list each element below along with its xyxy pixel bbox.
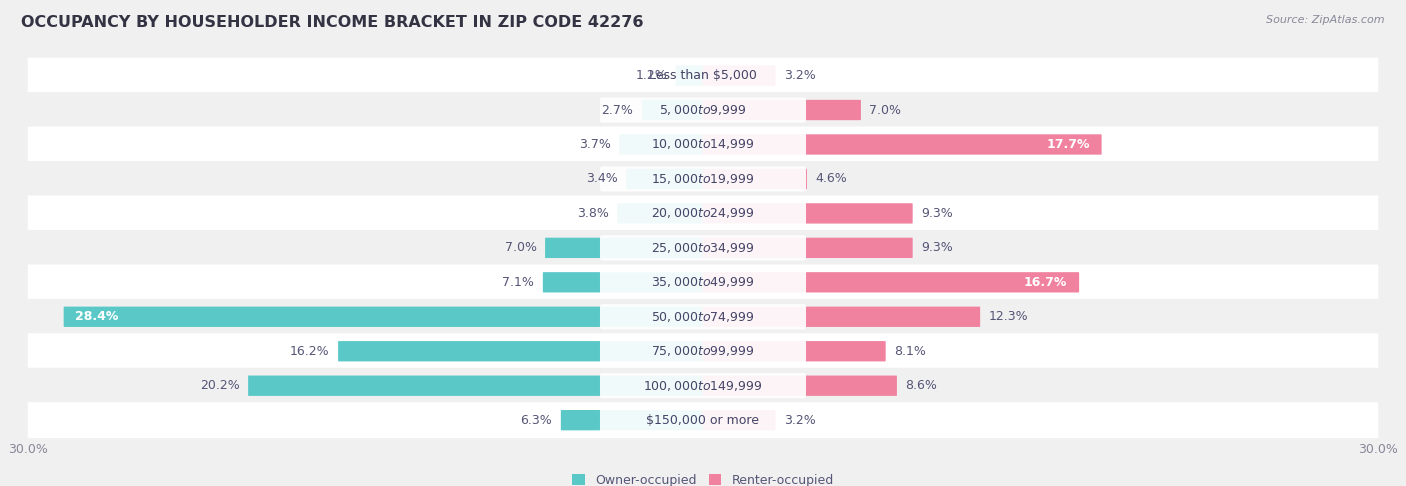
Text: $100,000 to $149,999: $100,000 to $149,999 [644,379,762,393]
Text: $15,000 to $19,999: $15,000 to $19,999 [651,172,755,186]
Text: 9.3%: 9.3% [921,207,953,220]
Text: 3.2%: 3.2% [785,414,815,427]
FancyBboxPatch shape [703,238,912,258]
FancyBboxPatch shape [28,333,1378,369]
FancyBboxPatch shape [600,201,806,226]
FancyBboxPatch shape [28,264,1378,300]
Text: 2.7%: 2.7% [602,104,633,117]
Text: Source: ZipAtlas.com: Source: ZipAtlas.com [1267,15,1385,25]
FancyBboxPatch shape [703,376,897,396]
FancyBboxPatch shape [641,100,703,120]
Text: 3.7%: 3.7% [579,138,610,151]
FancyBboxPatch shape [703,203,912,224]
Text: $150,000 or more: $150,000 or more [647,414,759,427]
FancyBboxPatch shape [703,66,776,86]
FancyBboxPatch shape [600,304,806,330]
FancyBboxPatch shape [28,126,1378,162]
Text: 7.0%: 7.0% [505,242,537,254]
FancyBboxPatch shape [546,238,703,258]
FancyBboxPatch shape [600,166,806,191]
FancyBboxPatch shape [63,307,703,327]
Text: $20,000 to $24,999: $20,000 to $24,999 [651,207,755,220]
FancyBboxPatch shape [619,134,703,155]
FancyBboxPatch shape [675,66,703,86]
Text: 8.1%: 8.1% [894,345,927,358]
Text: 9.3%: 9.3% [921,242,953,254]
FancyBboxPatch shape [703,169,807,189]
FancyBboxPatch shape [28,402,1378,438]
Text: 6.3%: 6.3% [520,414,553,427]
FancyBboxPatch shape [703,307,980,327]
FancyBboxPatch shape [247,376,703,396]
Text: $35,000 to $49,999: $35,000 to $49,999 [651,276,755,289]
FancyBboxPatch shape [561,410,703,430]
FancyBboxPatch shape [703,272,1080,293]
Text: 16.2%: 16.2% [290,345,329,358]
Text: $75,000 to $99,999: $75,000 to $99,999 [651,344,755,358]
Text: 3.4%: 3.4% [586,173,617,186]
FancyBboxPatch shape [617,203,703,224]
FancyBboxPatch shape [626,169,703,189]
Text: Less than $5,000: Less than $5,000 [650,69,756,82]
Text: $50,000 to $74,999: $50,000 to $74,999 [651,310,755,324]
Text: 28.4%: 28.4% [76,310,118,323]
Text: OCCUPANCY BY HOUSEHOLDER INCOME BRACKET IN ZIP CODE 42276: OCCUPANCY BY HOUSEHOLDER INCOME BRACKET … [21,15,644,30]
Text: 20.2%: 20.2% [200,379,239,392]
FancyBboxPatch shape [600,63,806,88]
FancyBboxPatch shape [28,92,1378,128]
Text: $25,000 to $34,999: $25,000 to $34,999 [651,241,755,255]
Text: 3.2%: 3.2% [785,69,815,82]
FancyBboxPatch shape [703,134,1102,155]
FancyBboxPatch shape [703,410,776,430]
Text: $10,000 to $14,999: $10,000 to $14,999 [651,138,755,152]
Text: 8.6%: 8.6% [905,379,938,392]
FancyBboxPatch shape [28,161,1378,197]
Text: 4.6%: 4.6% [815,173,848,186]
Text: $5,000 to $9,999: $5,000 to $9,999 [659,103,747,117]
FancyBboxPatch shape [337,341,703,362]
FancyBboxPatch shape [600,270,806,295]
FancyBboxPatch shape [600,97,806,122]
FancyBboxPatch shape [28,230,1378,266]
FancyBboxPatch shape [600,408,806,433]
FancyBboxPatch shape [600,132,806,157]
Legend: Owner-occupied, Renter-occupied: Owner-occupied, Renter-occupied [568,469,838,486]
Text: 1.2%: 1.2% [636,69,666,82]
FancyBboxPatch shape [28,195,1378,231]
FancyBboxPatch shape [28,58,1378,93]
FancyBboxPatch shape [703,341,886,362]
FancyBboxPatch shape [703,100,860,120]
Text: 16.7%: 16.7% [1024,276,1067,289]
FancyBboxPatch shape [543,272,703,293]
Text: 12.3%: 12.3% [988,310,1028,323]
Text: 7.1%: 7.1% [502,276,534,289]
FancyBboxPatch shape [28,368,1378,404]
FancyBboxPatch shape [28,299,1378,335]
Text: 3.8%: 3.8% [576,207,609,220]
Text: 17.7%: 17.7% [1046,138,1090,151]
FancyBboxPatch shape [600,339,806,364]
FancyBboxPatch shape [600,373,806,399]
Text: 7.0%: 7.0% [869,104,901,117]
FancyBboxPatch shape [600,235,806,260]
